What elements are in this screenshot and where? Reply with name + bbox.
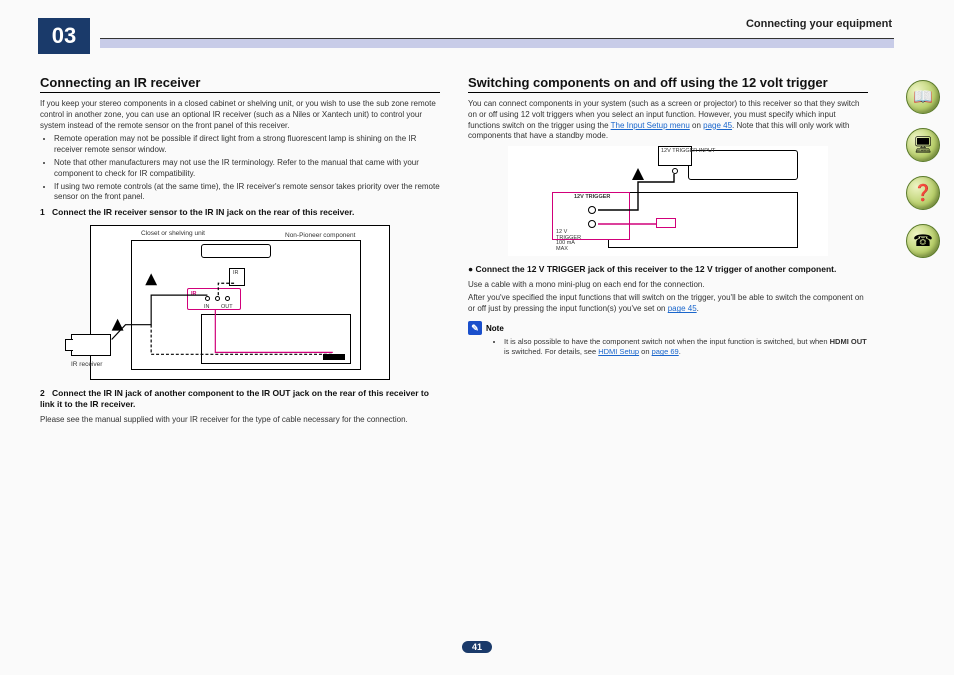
chapter-badge: 03 [38,18,90,54]
left-intro: If you keep your stereo components in a … [40,99,440,131]
list-item: Remote operation may not be possible if … [54,134,440,156]
left-column: Connecting an IR receiver If you keep yo… [40,75,440,428]
right-column: Switching components on and off using th… [468,75,868,428]
trigger-input-label: 12V TRIGGER INPUT [661,149,715,155]
page-number: 41 [462,641,492,653]
trigger-label: 12V TRIGGER [574,194,610,200]
left-step2-body: Please see the manual supplied with your… [40,415,440,426]
right-step1-body: Use a cable with a mono mini-plug on eac… [468,280,868,291]
right-body2: After you've specified the input functio… [468,293,868,315]
device-icon[interactable]: 🖥 [906,128,940,162]
book-icon[interactable]: 📖 [906,80,940,114]
left-heading: Connecting an IR receiver [40,75,440,90]
note-body: It is also possible to have the componen… [504,337,868,357]
left-bullets: Remote operation may not be possible if … [54,134,440,203]
hdmi-setup-link[interactable]: HDMI Setup [598,347,639,356]
right-step1: ● Connect the 12 V TRIGGER jack of this … [468,264,868,275]
note-icon: ✎ [468,321,482,335]
left-step1: 1Connect the IR receiver sensor to the I… [40,207,440,218]
page45-link-2[interactable]: page 45 [668,304,697,313]
ir-diagram: Closet or shelving unit Non-Pioneer comp… [90,225,390,380]
input-setup-link[interactable]: The Input Setup menu [611,121,690,130]
list-item: Note that other manufacturers may not us… [54,158,440,180]
ir-label: IR [191,291,197,297]
breadcrumb: Connecting your equipment [746,18,892,30]
page69-link[interactable]: page 69 [652,347,679,356]
right-heading: Switching components on and off using th… [468,75,868,90]
header-rule [100,38,894,48]
note-label: Note [486,324,504,333]
page45-link[interactable]: page 45 [703,121,732,130]
phone-icon[interactable]: ☎ [906,224,940,258]
irreceiver-label: IR receiver [71,361,102,368]
nonpioneer-label: Non-Pioneer component [285,232,355,239]
closet-label: Closet or shelving unit [141,230,205,237]
jack-spec-label: 12 V TRIGGER100 mA MAX [556,230,586,252]
left-step2: 2Connect the IR IN jack of another compo… [40,388,440,411]
help-icon[interactable]: ❓ [906,176,940,210]
list-item: If using two remote controls (at the sam… [54,182,440,204]
trigger-diagram: 12V TRIGGER INPUT 12V TRIGGER 12 V TRIGG… [508,146,828,256]
sidebar-icons: 📖 🖥 ❓ ☎ [906,80,942,258]
right-intro: You can connect components in your syste… [468,99,868,142]
